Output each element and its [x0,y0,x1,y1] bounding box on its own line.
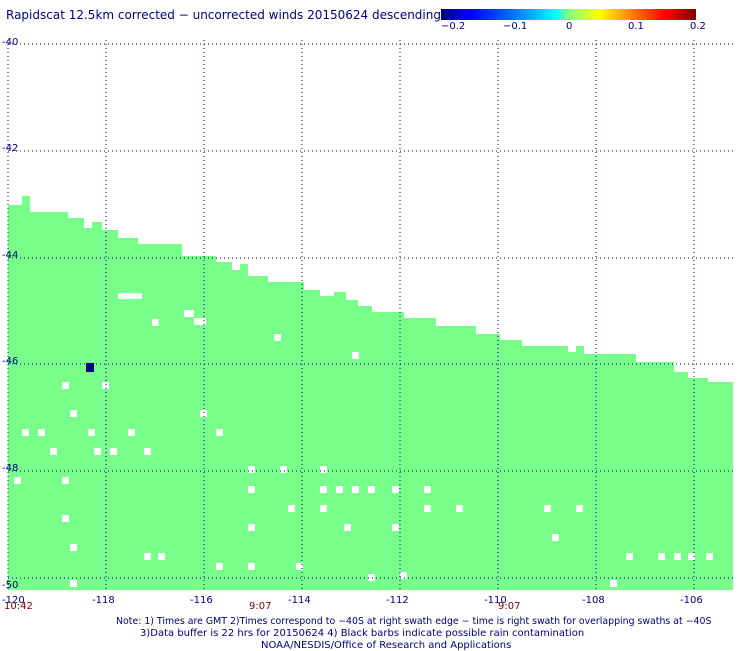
lon-label: -106 [680,595,703,606]
time-label: 9:07 [498,601,521,612]
lon-label: -114 [288,595,311,606]
lon-label: -112 [386,595,409,606]
data-gaps [14,293,713,587]
colorbar-tick: −0.1 [503,21,528,32]
lon-label: -120 [2,595,25,606]
colorbar-tick: 0.2 [690,21,706,32]
map-title: Rapidscat 12.5km corrected − uncorrected… [6,8,441,22]
lon-label: -108 [582,595,605,606]
lon-label: -118 [92,595,115,606]
lon-label: -110 [484,595,507,606]
footnote-line-3: NOAA/NESDIS/Office of Research and Appli… [261,640,512,651]
swath-area [8,196,733,590]
colorbar-tick: 0.1 [628,21,644,32]
colorbar-tick: 0 [566,21,573,32]
anomaly-cell [86,363,94,372]
lat-label: -48 [2,463,19,474]
graticule [7,40,733,590]
colorbar-tick: −0.2 [441,21,466,32]
lat-label: -40 [2,37,19,48]
lon-label: -116 [190,595,213,606]
time-label: 10:42 [4,601,33,612]
lat-label: -42 [2,143,19,154]
time-label: 9:07 [249,601,272,612]
footnote-line-1: Note: 1) Times are GMT 2)Times correspon… [116,616,712,627]
lat-label: -46 [2,356,19,367]
colorbar [441,9,696,20]
lat-label: -44 [2,250,19,261]
footnote-line-2: 3)Data buffer is 22 hrs for 20150624 4) … [140,628,585,639]
lat-label: -50 [2,580,19,591]
